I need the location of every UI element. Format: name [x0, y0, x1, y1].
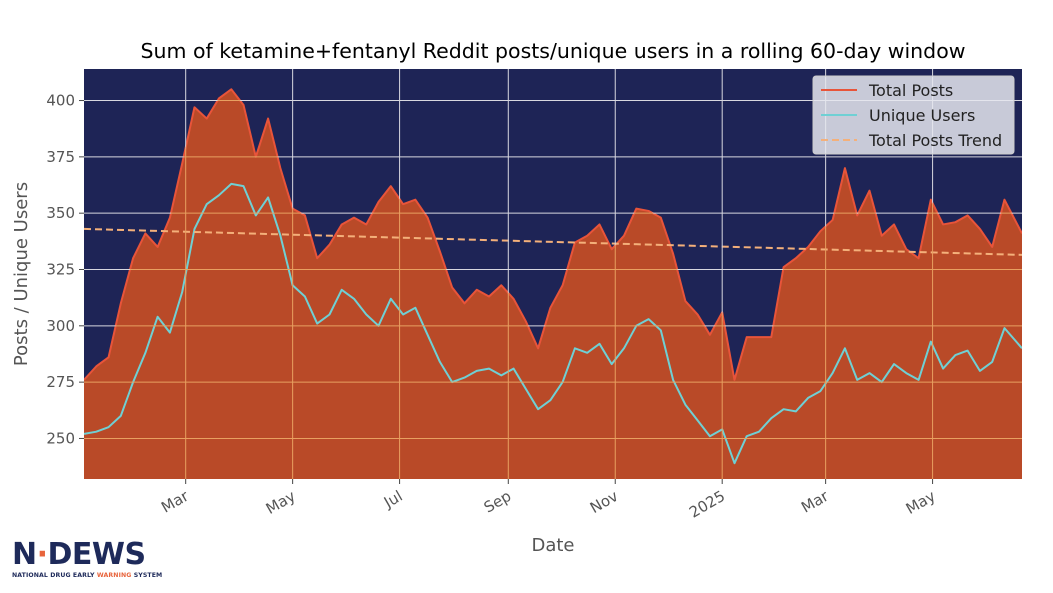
- x-tick-label: Nov: [587, 487, 621, 517]
- y-tick-label: 375: [46, 148, 75, 166]
- x-tick-label: Sep: [481, 487, 514, 517]
- legend-label: Total Posts: [868, 81, 953, 100]
- legend-label: Total Posts Trend: [868, 131, 1002, 150]
- x-tick-label: Mar: [158, 486, 192, 516]
- chart-title: Sum of ketamine+fentanyl Reddit posts/un…: [140, 39, 965, 63]
- y-tick-label: 250: [46, 429, 75, 447]
- y-tick-label: 300: [46, 317, 75, 335]
- x-tick-label: May: [903, 487, 939, 518]
- x-axis-label: Date: [531, 535, 574, 556]
- logo-tagline: NATIONAL DRUG EARLY WARNING SYSTEM: [12, 572, 163, 579]
- legend-box: [812, 75, 1015, 155]
- total-posts-line: [84, 88, 1022, 381]
- x-tick-label: 2025: [686, 487, 728, 522]
- ndews-logo: N·DEWS NATIONAL DRUG EARLY WARNING SYSTE…: [12, 540, 172, 584]
- y-tick-label: 275: [46, 373, 75, 391]
- total-posts-area: [84, 89, 1022, 479]
- logo-wordmark: N·DEWS: [12, 537, 146, 572]
- x-tick-label: Jul: [380, 487, 406, 512]
- y-axis-label: Posts / Unique Users: [11, 182, 32, 366]
- unique-users-line: [84, 182, 1022, 465]
- y-tick-label: 350: [46, 204, 75, 222]
- legend: Total Posts Unique Users Total Posts Trend: [812, 75, 1015, 155]
- legend-label: Unique Users: [869, 106, 975, 125]
- x-tick-label: May: [263, 487, 299, 518]
- y-tick-label: 325: [46, 260, 75, 278]
- total-posts-trend-line: [84, 227, 1022, 256]
- y-tick-label: 400: [46, 92, 75, 110]
- x-tick-label: Mar: [798, 486, 832, 516]
